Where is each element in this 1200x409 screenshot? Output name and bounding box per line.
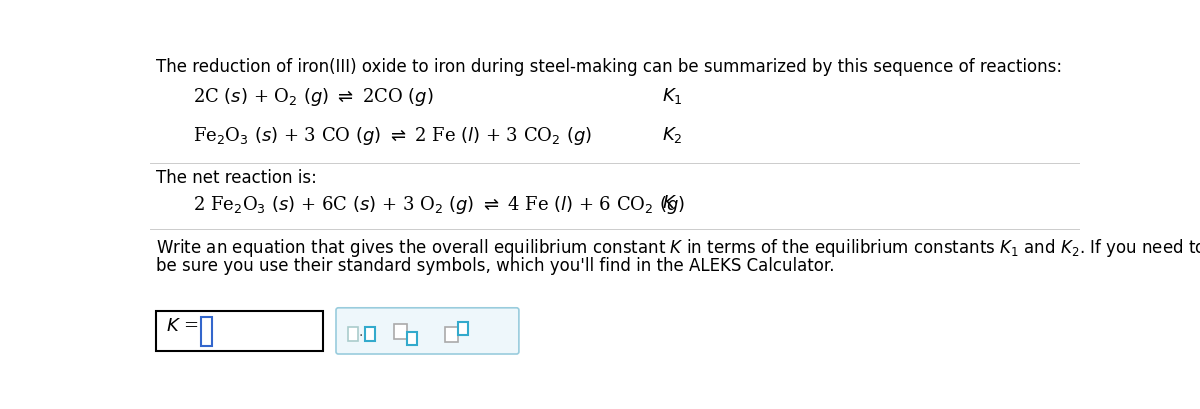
Text: $K_2$: $K_2$ [661,124,682,144]
Text: 2 Fe$_2$O$_3$ $(s)$ + 6C $(s)$ + 3 O$_2$ $(g)$ $\rightleftharpoons$ 4 Fe $(l)$ +: 2 Fe$_2$O$_3$ $(s)$ + 6C $(s)$ + 3 O$_2$… [193,194,685,216]
Text: $K_1$: $K_1$ [661,86,682,106]
Bar [407,333,416,345]
Text: be sure you use their standard symbols, which you'll find in the ALEKS Calculato: be sure you use their standard symbols, … [156,257,835,275]
Text: $\cdot$: $\cdot$ [358,327,362,341]
FancyBboxPatch shape [336,308,518,354]
Bar [457,322,468,335]
Bar [445,327,457,342]
Text: The reduction of iron(III) oxide to iron during steel-making can be summarized b: The reduction of iron(III) oxide to iron… [156,58,1062,76]
Text: 2C $(s)$ + O$_2$ $(g)$ $\rightleftharpoons$ 2CO $(g)$: 2C $(s)$ + O$_2$ $(g)$ $\rightleftharpoo… [193,86,433,108]
Text: Fe$_2$O$_3$ $(s)$ + 3 CO $(g)$ $\rightleftharpoons$ 2 Fe $(l)$ + 3 CO$_2$ $(g)$: Fe$_2$O$_3$ $(s)$ + 3 CO $(g)$ $\rightle… [193,124,592,146]
Text: The net reaction is:: The net reaction is: [156,169,317,187]
Bar [348,327,358,341]
Text: $K$: $K$ [661,194,677,212]
Text: Write an equation that gives the overall equilibrium constant $K$ in terms of th: Write an equation that gives the overall… [156,237,1200,259]
Bar [156,311,323,351]
Bar [202,317,212,346]
Bar [365,327,374,341]
Text: $K$ =: $K$ = [166,317,198,335]
Bar [394,324,407,339]
